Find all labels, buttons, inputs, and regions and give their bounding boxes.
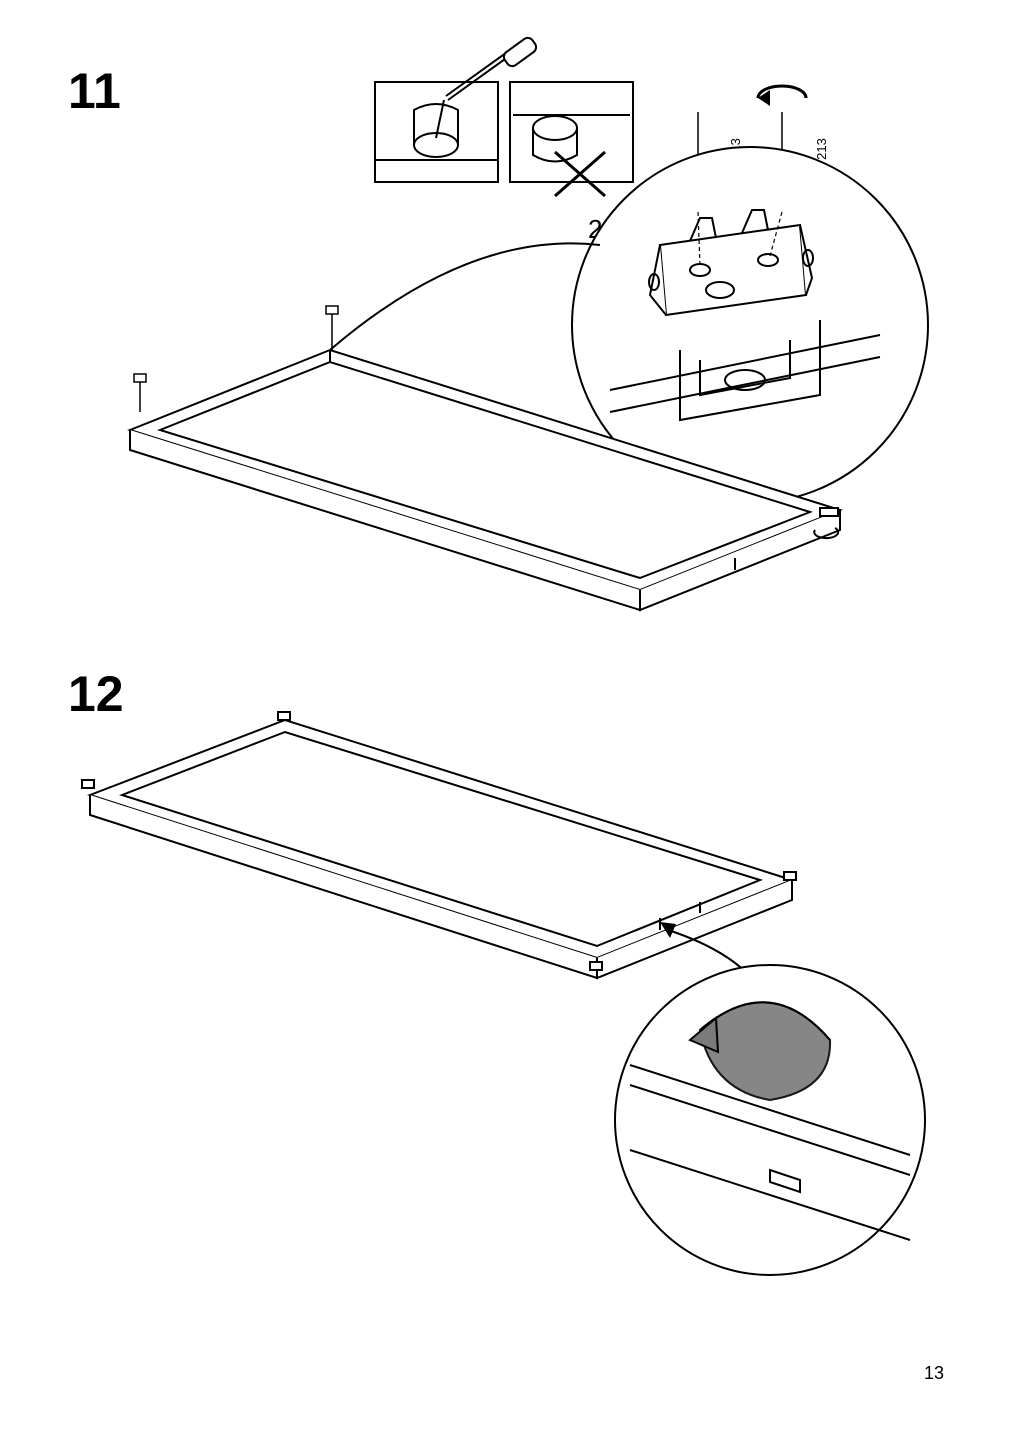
detail-circle-12	[615, 965, 925, 1275]
inset-correct	[375, 36, 538, 182]
callout-line-11	[330, 243, 600, 350]
inset-wrong	[510, 82, 633, 196]
instruction-page: 11 12 2x 10067213 10067213 10055037 13	[0, 0, 1012, 1432]
diagram-svg	[0, 0, 1012, 1432]
rotation-arrow	[758, 86, 806, 106]
